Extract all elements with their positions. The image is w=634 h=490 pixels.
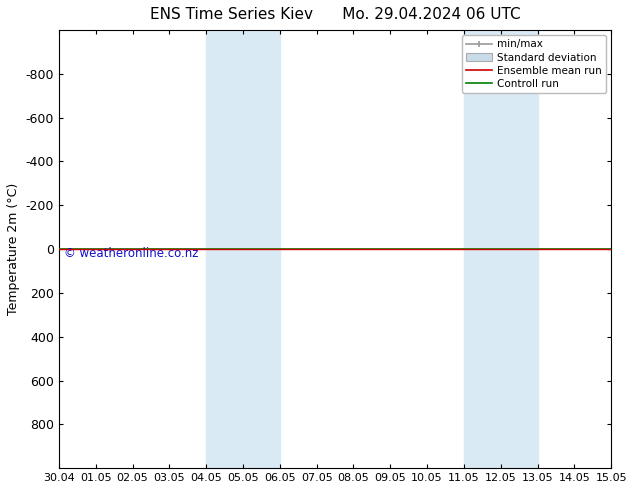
Text: © weatheronline.co.nz: © weatheronline.co.nz	[65, 247, 199, 260]
Bar	[206, 30, 280, 468]
Y-axis label: Temperature 2m (°C): Temperature 2m (°C)	[7, 183, 20, 315]
Legend: min/max, Standard deviation, Ensemble mean run, Controll run: min/max, Standard deviation, Ensemble me…	[462, 35, 606, 93]
Title: ENS Time Series Kiev      Mo. 29.04.2024 06 UTC: ENS Time Series Kiev Mo. 29.04.2024 06 U…	[150, 7, 521, 22]
Bar	[464, 30, 538, 468]
